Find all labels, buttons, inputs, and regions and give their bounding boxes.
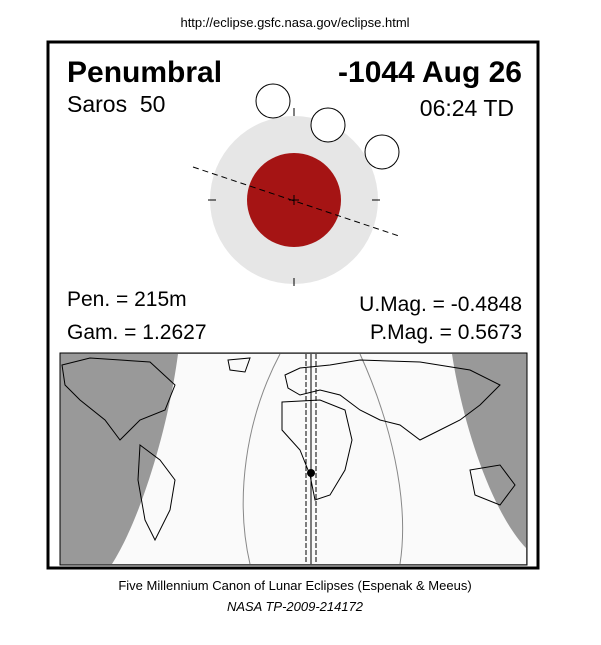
- penumbral-magnitude: P.Mag. = 0.5673: [370, 321, 522, 344]
- umbral-magnitude: U.Mag. = -0.4848: [359, 293, 522, 316]
- frame: [46, 40, 540, 570]
- eclipse-geometry: [192, 83, 400, 286]
- footer-title: Five Millennium Canon of Lunar Eclipses …: [118, 578, 471, 593]
- world-map: [59, 352, 528, 566]
- contact-curve: [242, 353, 404, 565]
- url: http://eclipse.gsfc.nasa.gov/eclipse.htm…: [180, 15, 409, 30]
- greatest-eclipse-point: [307, 469, 315, 477]
- footer-reference: NASA TP-2009-214172: [227, 599, 364, 614]
- eclipse-date: -1044 Aug 26: [338, 56, 522, 89]
- saros: Saros 50: [67, 91, 165, 117]
- eclipse-type: Penumbral: [67, 56, 222, 89]
- visibility-region: [112, 354, 526, 564]
- penumbral-duration: Pen. = 215m: [67, 288, 187, 311]
- moon: [255, 83, 291, 119]
- time: 06:24 TD: [420, 95, 514, 121]
- coastlines: [61, 357, 516, 542]
- gamma: Gam. = 1.2627: [67, 321, 207, 344]
- moon: [364, 134, 400, 170]
- moon: [310, 107, 346, 143]
- moon-path: [192, 166, 400, 237]
